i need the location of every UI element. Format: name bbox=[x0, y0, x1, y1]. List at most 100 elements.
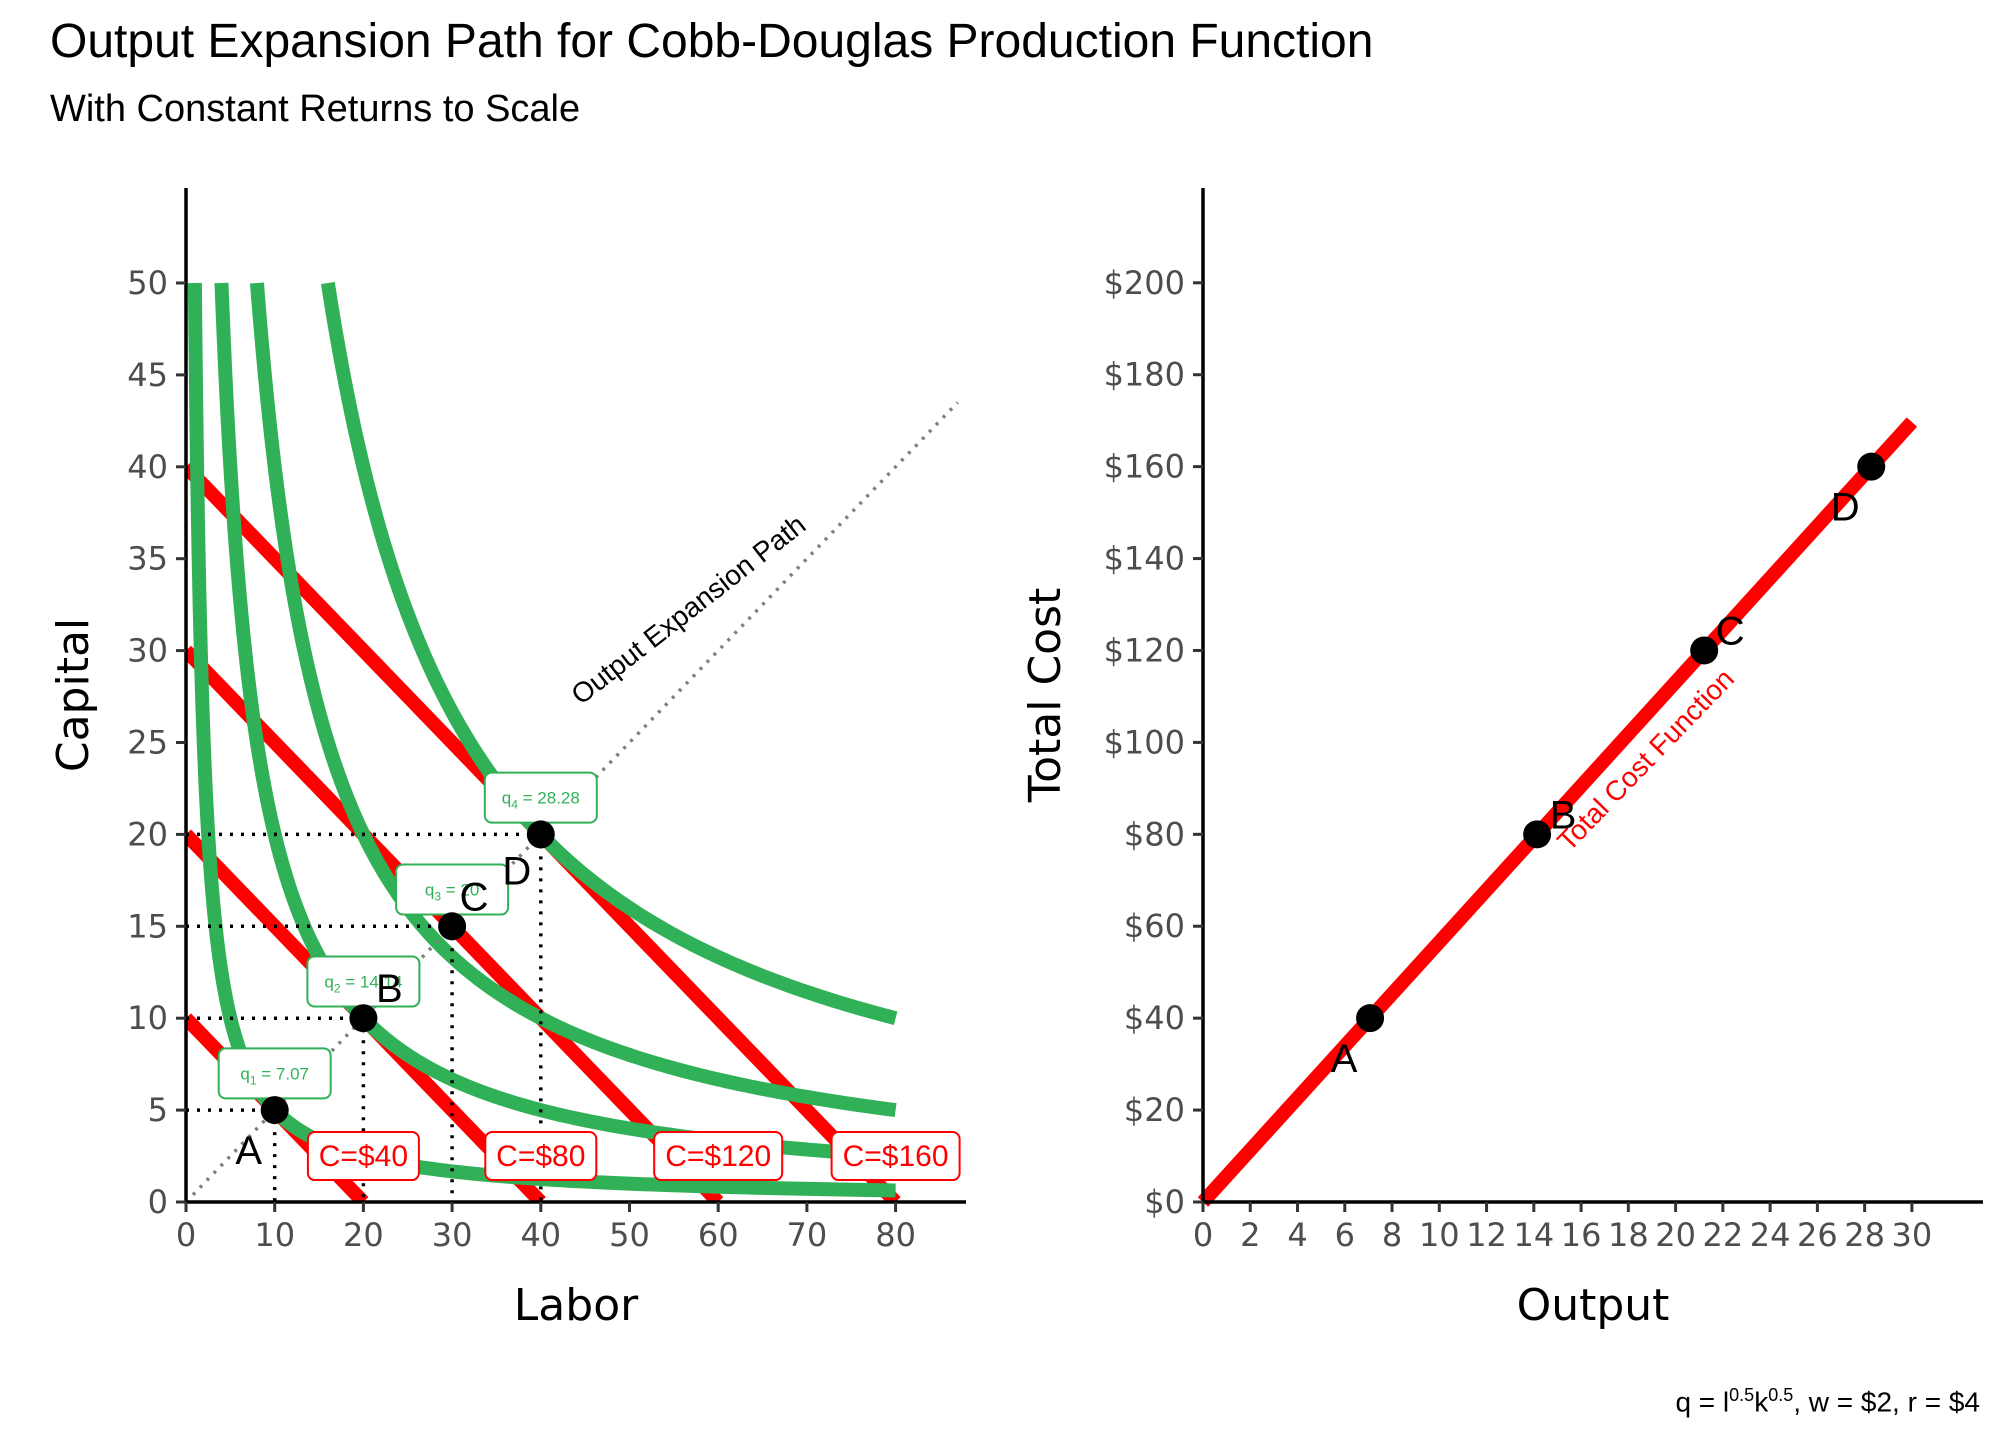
y-tick-label: $0 bbox=[1144, 1183, 1185, 1221]
caption-prefix: q = l bbox=[1675, 1386, 1730, 1418]
x-tick-label: 2 bbox=[1240, 1216, 1260, 1254]
point-A bbox=[260, 1096, 289, 1125]
x-axis-title: Labor bbox=[514, 1280, 639, 1331]
x-tick-label: 0 bbox=[176, 1216, 196, 1254]
point-label-C: C bbox=[460, 875, 489, 919]
isoquant-label-3: q3 = 20 bbox=[395, 863, 510, 916]
isoquant-label-symbol: q bbox=[425, 881, 434, 900]
x-tick-label: 24 bbox=[1750, 1216, 1791, 1254]
y-tick-label: $140 bbox=[1104, 540, 1185, 578]
y-tick-label: $180 bbox=[1104, 356, 1185, 394]
x-tick-label: 12 bbox=[1466, 1216, 1507, 1254]
point-label-A: A bbox=[235, 1129, 262, 1173]
y-tick-label: 40 bbox=[127, 448, 168, 486]
isoquant-label-value: = 7.07 bbox=[257, 1064, 309, 1083]
isocost-label-text: C=$120 bbox=[665, 1140, 771, 1173]
isocost-label-1: C=$40 bbox=[306, 1131, 420, 1182]
x-tick-label: 6 bbox=[1335, 1216, 1355, 1254]
caption-exponent-capital: 0.5 bbox=[1768, 1385, 1794, 1405]
y-tick-label: 25 bbox=[127, 724, 168, 762]
isoquant-label-value: = 14.14 bbox=[341, 972, 403, 991]
expansion-path-label: Output Expansion Path bbox=[565, 509, 811, 711]
x-tick-label: 4 bbox=[1287, 1216, 1307, 1254]
y-tick-label: 30 bbox=[127, 632, 168, 670]
isocost-label-text: C=$160 bbox=[843, 1140, 949, 1173]
point-C bbox=[438, 912, 467, 941]
cost-point-label-C: C bbox=[1716, 609, 1745, 653]
cost-point-D bbox=[1857, 452, 1886, 481]
isoquant-label-value: = 20 bbox=[441, 881, 479, 900]
y-tick-label: 20 bbox=[127, 815, 168, 853]
caption-suffix: , w = $2, r = $4 bbox=[1793, 1386, 1980, 1418]
chart-subtitle: With Constant Returns to Scale bbox=[50, 88, 581, 130]
x-tick-label: 16 bbox=[1561, 1216, 1602, 1254]
x-tick-label: 0 bbox=[1193, 1216, 1213, 1254]
x-tick-label: 50 bbox=[609, 1216, 650, 1254]
caption-mid: k bbox=[1754, 1386, 1769, 1418]
isoquant-label-text: q1 = 7.07 bbox=[240, 1064, 309, 1087]
x-tick-label: 20 bbox=[1655, 1216, 1696, 1254]
cost-point-label-A: A bbox=[1331, 1037, 1358, 1081]
isoquant-label-symbol: q bbox=[240, 1064, 249, 1083]
x-tick-label: 60 bbox=[698, 1216, 739, 1254]
cost-point-B bbox=[1523, 820, 1552, 849]
isocost-label-text: C=$80 bbox=[496, 1140, 585, 1173]
y-tick-label: 15 bbox=[127, 907, 168, 945]
isocost-label-4: C=$160 bbox=[830, 1131, 961, 1182]
cost-point-label-B: B bbox=[1550, 793, 1577, 837]
x-tick-label: 26 bbox=[1797, 1216, 1838, 1254]
caption-exponent-labor: 0.5 bbox=[1729, 1385, 1755, 1405]
isoquant-label-text: q2 = 14.14 bbox=[324, 972, 402, 995]
x-tick-label: 14 bbox=[1513, 1216, 1554, 1254]
cost-point-A bbox=[1356, 1004, 1385, 1033]
isoquant-label-4: q4 = 28.28 bbox=[483, 771, 598, 824]
isocost-label-box bbox=[653, 1131, 784, 1182]
point-B bbox=[349, 1004, 378, 1033]
y-tick-label: 5 bbox=[148, 1091, 168, 1129]
isoquant-label-subscript: 3 bbox=[434, 890, 441, 904]
x-tick-label: 10 bbox=[1419, 1216, 1460, 1254]
point-label-D: D bbox=[502, 849, 531, 893]
isocost-label-box bbox=[484, 1131, 598, 1182]
x-tick-label: 30 bbox=[432, 1216, 473, 1254]
y-tick-label: 45 bbox=[127, 356, 168, 394]
isoquant-label-value: = 28.28 bbox=[518, 789, 580, 808]
isoquant-label-text: q4 = 28.28 bbox=[502, 789, 580, 812]
y-tick-label: $20 bbox=[1124, 1091, 1185, 1129]
isoquant-label-subscript: 4 bbox=[511, 798, 518, 812]
x-tick-label: 10 bbox=[254, 1216, 295, 1254]
x-tick-label: 40 bbox=[520, 1216, 561, 1254]
y-tick-label: 10 bbox=[127, 999, 168, 1037]
isoquant-label-subscript: 2 bbox=[334, 981, 341, 995]
y-tick-label: $120 bbox=[1104, 631, 1185, 669]
point-label-B: B bbox=[376, 967, 403, 1011]
x-tick-label: 8 bbox=[1382, 1216, 1402, 1254]
x-tick-label: 70 bbox=[787, 1216, 828, 1254]
y-tick-label: $80 bbox=[1124, 815, 1185, 853]
y-tick-label: 35 bbox=[127, 540, 168, 578]
y-tick-label: $200 bbox=[1104, 264, 1185, 302]
y-axis-title: Total Cost bbox=[1020, 588, 1071, 804]
total-cost-series-label: Total Cost Function bbox=[1551, 663, 1740, 857]
y-tick-label: $100 bbox=[1104, 723, 1185, 761]
expansion-path-panel: 0 10 20 30 40 50 60 70 80 0 5 10 15 20 25 30 35 40 45 50 Lab… bbox=[48, 188, 966, 1331]
x-tick-label: 30 bbox=[1892, 1216, 1933, 1254]
cost-point-label-D: D bbox=[1831, 486, 1860, 530]
isocost-label-box bbox=[830, 1131, 961, 1182]
isocost-label-2: C=$80 bbox=[484, 1131, 598, 1182]
y-tick-label: 0 bbox=[148, 1183, 168, 1221]
isocost-label-3: C=$120 bbox=[653, 1131, 784, 1182]
isoquant-label-1: q1 = 7.07 bbox=[217, 1047, 332, 1100]
y-tick-label: $60 bbox=[1124, 907, 1185, 945]
y-tick-label: 50 bbox=[127, 264, 168, 302]
isocost-label-text: C=$40 bbox=[319, 1140, 408, 1173]
chart-caption: q = l0.5k0.5, w = $2, r = $4 bbox=[1675, 1385, 1980, 1418]
chart-title: Output Expansion Path for Cobb-Douglas P… bbox=[50, 15, 1374, 68]
x-tick-label: 22 bbox=[1703, 1216, 1744, 1254]
isoquant-label-subscript: 1 bbox=[250, 1073, 257, 1087]
cost-point-C bbox=[1690, 636, 1719, 665]
total-cost-line bbox=[1197, 417, 1918, 1207]
x-tick-label: 18 bbox=[1608, 1216, 1649, 1254]
x-tick-label: 28 bbox=[1844, 1216, 1885, 1254]
